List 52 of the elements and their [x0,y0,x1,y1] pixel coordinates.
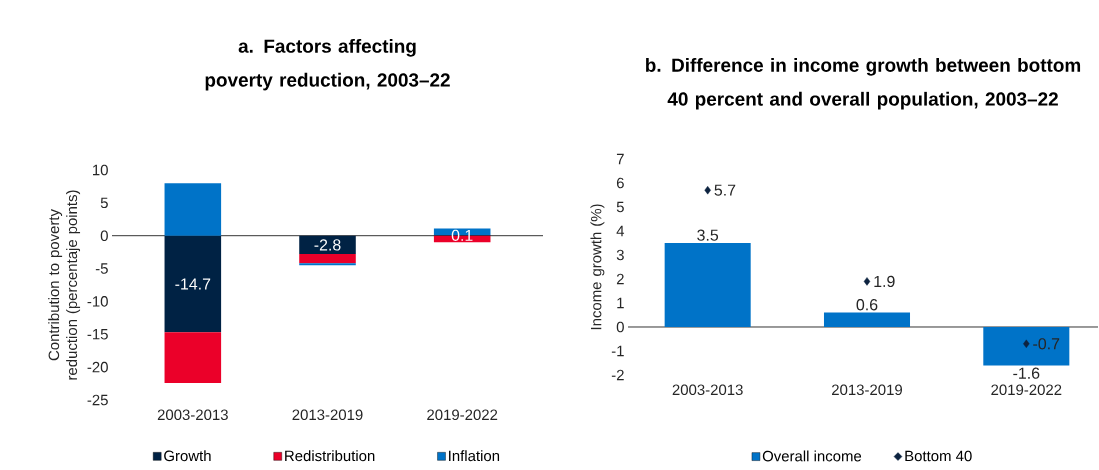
data-label: -0.7 [1033,338,1060,350]
y-tick-label: 7 [616,153,624,165]
y-tick-label: 0 [100,230,108,241]
y-tick-label: 4 [616,225,625,237]
y-tick-label: 5 [100,197,108,209]
x-tick-label: 2003-2013 [672,384,743,396]
point [863,277,871,286]
y-tick-label: 2 [616,273,624,285]
data-label: 5.7 [714,184,736,196]
legend-label: Growth [164,450,211,462]
bar [983,326,1070,366]
legend-label: Redistribution [285,450,375,462]
legend-label: Bottom 40 [905,450,972,462]
bar [299,254,356,264]
chart-title: a. Factors affecting poverty reduction, 2003–22 [205,38,450,91]
y-tick-label: -2 [611,369,624,381]
point [704,185,711,195]
y-tick-label: 6 [616,177,624,189]
y-tick-label: -10 [87,296,108,307]
chart-title: b. Difference in income growth between bottom 40 percent and overall population, 2003–22 [646,57,1081,110]
y-tick-label: -1 [611,345,624,357]
bar [164,183,222,236]
legend-label: Inflation [449,450,500,462]
y-tick-label: -20 [87,361,108,373]
data-label: -1.6 [1013,367,1040,379]
bar [164,235,222,333]
y-tick-label: -5 [95,263,108,274]
y-tick-label: 10 [93,164,108,176]
bar [823,312,911,327]
y-tick-label: 5 [616,201,624,213]
bar [664,242,751,327]
bar [164,332,222,383]
y-axis-title: Income growth (%) [590,204,605,330]
data-label: -2.8 [314,239,341,251]
point [1023,339,1030,348]
y-tick-label: 1 [617,297,624,309]
data-label: -14.7 [175,278,211,290]
data-label: 3.5 [697,229,719,241]
y-tick-label: 3 [616,249,624,261]
data-label: 0.6 [856,299,878,311]
x-tick-label: 2003-2013 [157,409,228,421]
data-label: 1.9 [874,275,895,288]
x-tick-label: 2013-2019 [832,384,902,396]
x-tick-label: 2019-2022 [991,384,1062,396]
x-tick-label: 2019-2022 [427,409,498,421]
y-tick-label: -15 [87,329,108,340]
y-tick-label: 0 [616,321,624,333]
legend-label: Overall income [762,450,862,462]
y-axis-title: Contribution to poverty reduction (percentaje points) [48,190,81,380]
x-tick-label: 2013-2019 [292,409,363,421]
bar [299,235,356,255]
y-tick-label: -25 [87,394,108,406]
